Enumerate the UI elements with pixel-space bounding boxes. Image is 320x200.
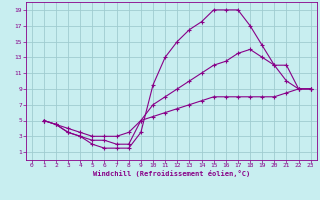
X-axis label: Windchill (Refroidissement éolien,°C): Windchill (Refroidissement éolien,°C) [92,170,250,177]
